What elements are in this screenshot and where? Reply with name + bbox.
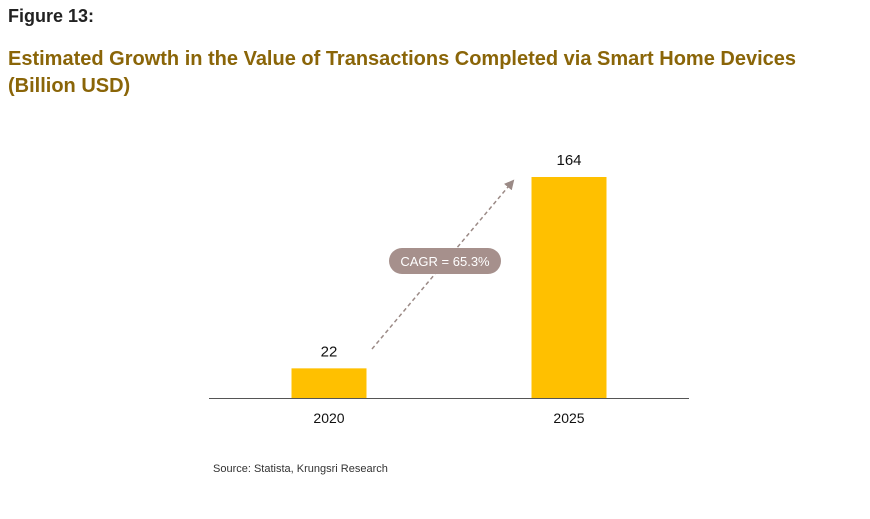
x-tick-label-2025: 2025 — [553, 410, 584, 426]
x-tick-label-2020: 2020 — [313, 410, 344, 426]
cagr-badge — [389, 248, 501, 274]
bar-2020 — [291, 368, 367, 398]
figure-label: Figure 13: — [8, 6, 95, 26]
source-note: Source: Statista, Krungsri Research — [213, 463, 388, 475]
data-label-2020: 22 — [321, 343, 338, 360]
cagr-arrow — [371, 179, 515, 350]
cagr-label: CAGR = 65.3% — [400, 254, 490, 269]
bar-2025 — [531, 177, 607, 398]
data-label-2025: 164 — [556, 152, 581, 169]
chart-title: Estimated Growth in the Value of Transac… — [8, 48, 796, 97]
